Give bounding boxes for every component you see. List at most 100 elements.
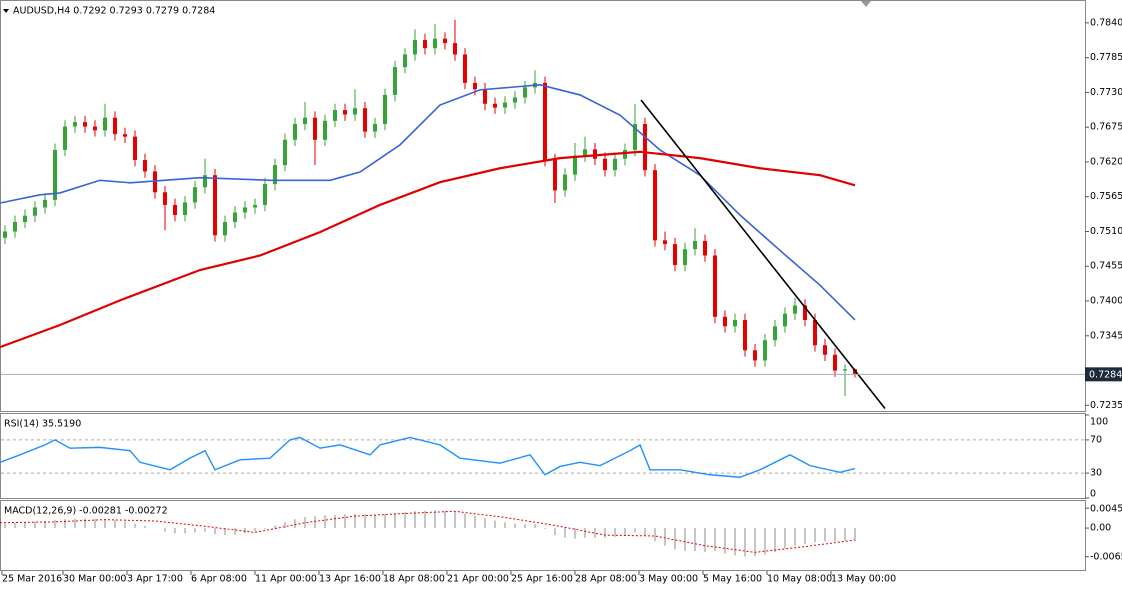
y-tick-label: 0.00 (1090, 523, 1111, 534)
histogram-bar (274, 525, 276, 529)
histogram-bar (614, 528, 616, 537)
indicator-line (0, 150, 856, 349)
candle-body (33, 207, 37, 216)
candle-body (503, 102, 507, 108)
x-tick-label: 3 May 00:00 (639, 574, 698, 585)
candle-body (213, 175, 217, 236)
histogram-bar (84, 518, 86, 529)
candle-body (583, 149, 587, 156)
histogram-bar (534, 524, 536, 529)
candle-body (373, 124, 377, 132)
y-tick-label: 30 (1090, 468, 1102, 479)
histogram-bar (594, 528, 596, 538)
histogram-bar (364, 514, 366, 529)
last-price-box (1085, 367, 1122, 382)
histogram-bar (734, 528, 736, 556)
histogram-bar (784, 528, 786, 549)
histogram-bar (144, 525, 146, 529)
histogram-bar (184, 528, 186, 534)
panel-title: MACD(12,26,9) -0.00281 -0.00272 (4, 506, 168, 517)
histogram-bar (374, 514, 376, 529)
histogram-bar (444, 510, 446, 529)
histogram-bar (204, 528, 206, 532)
candle-body (43, 199, 47, 208)
candle-body (353, 108, 357, 115)
menu-arrow[interactable] (3, 9, 9, 13)
histogram-bar (314, 516, 316, 529)
histogram-bar (454, 511, 456, 529)
candle-body (803, 305, 807, 320)
y-tick-label: 0 (1090, 489, 1096, 500)
histogram-bar (604, 528, 606, 538)
candle-body (93, 126, 97, 131)
candle-body (233, 212, 237, 222)
histogram-bar (414, 511, 416, 529)
y-tick-label: 0.7785 (1090, 52, 1122, 63)
candle-body (643, 124, 647, 171)
histogram-bar (14, 522, 16, 529)
candle-body (433, 38, 437, 49)
candle-body (323, 120, 327, 140)
histogram-bar (774, 528, 776, 552)
histogram-bar (634, 528, 636, 533)
x-tick-label: 30 Mar 00:00 (63, 574, 126, 585)
y-tick-label: 0.7840 (1090, 17, 1122, 28)
histogram-bar (504, 522, 506, 529)
histogram-bar (164, 528, 166, 532)
histogram-bar (214, 528, 216, 535)
candle-body (653, 170, 657, 241)
indicator-line (0, 84, 856, 321)
histogram-bar (644, 528, 646, 536)
candle-body (73, 122, 77, 127)
histogram-bar (404, 512, 406, 529)
histogram-bar (104, 519, 106, 529)
candle-body (63, 126, 67, 150)
candle-body (713, 255, 717, 317)
candle-body (283, 139, 287, 166)
histogram-bar (114, 520, 116, 529)
histogram-bar (474, 515, 476, 529)
candle-body (793, 305, 797, 314)
y-tick-label: 0.7730 (1090, 87, 1122, 98)
x-tick-label: 21 Apr 00:00 (447, 574, 509, 585)
x-tick-label: 25 Apr 16:00 (511, 574, 573, 585)
y-tick-label: 0.7235 (1090, 400, 1122, 411)
histogram-bar (94, 518, 96, 529)
x-tick-label: 25 Mar 2016 (2, 574, 62, 585)
candle-body (83, 122, 87, 127)
candle-body (333, 110, 337, 121)
candle-body (113, 117, 117, 135)
histogram-bar (424, 510, 426, 529)
histogram-bar (694, 528, 696, 552)
candle-body (593, 149, 597, 159)
candle-body (123, 134, 127, 137)
histogram-bar (44, 520, 46, 529)
histogram-bar (624, 528, 626, 536)
histogram-bar (264, 528, 266, 529)
candle-body (303, 117, 307, 125)
y-tick-label: 70 (1090, 434, 1102, 445)
candle-body (783, 313, 787, 327)
candle-body (823, 345, 827, 355)
candle-body (423, 39, 427, 49)
candle-body (683, 249, 687, 265)
histogram-bar (254, 528, 256, 532)
candle-body (133, 136, 137, 161)
x-tick-label: 13 Apr 16:00 (319, 574, 381, 585)
y-tick-label: 0.7345 (1090, 330, 1122, 341)
y-tick-label: 0.7455 (1090, 261, 1122, 272)
candle-body (703, 240, 707, 256)
y-tick-label: 0.7565 (1090, 191, 1122, 202)
candle-body (753, 350, 757, 361)
histogram-bar (464, 513, 466, 529)
candle-body (223, 221, 227, 236)
histogram-bar (484, 518, 486, 529)
histogram-bar (194, 528, 196, 533)
rsi-panel (0, 413, 1086, 499)
x-tick-label: 5 May 16:00 (703, 574, 762, 585)
histogram-bar (284, 521, 286, 529)
histogram-bar (544, 528, 546, 529)
histogram-bar (494, 520, 496, 529)
candle-body (443, 38, 447, 44)
